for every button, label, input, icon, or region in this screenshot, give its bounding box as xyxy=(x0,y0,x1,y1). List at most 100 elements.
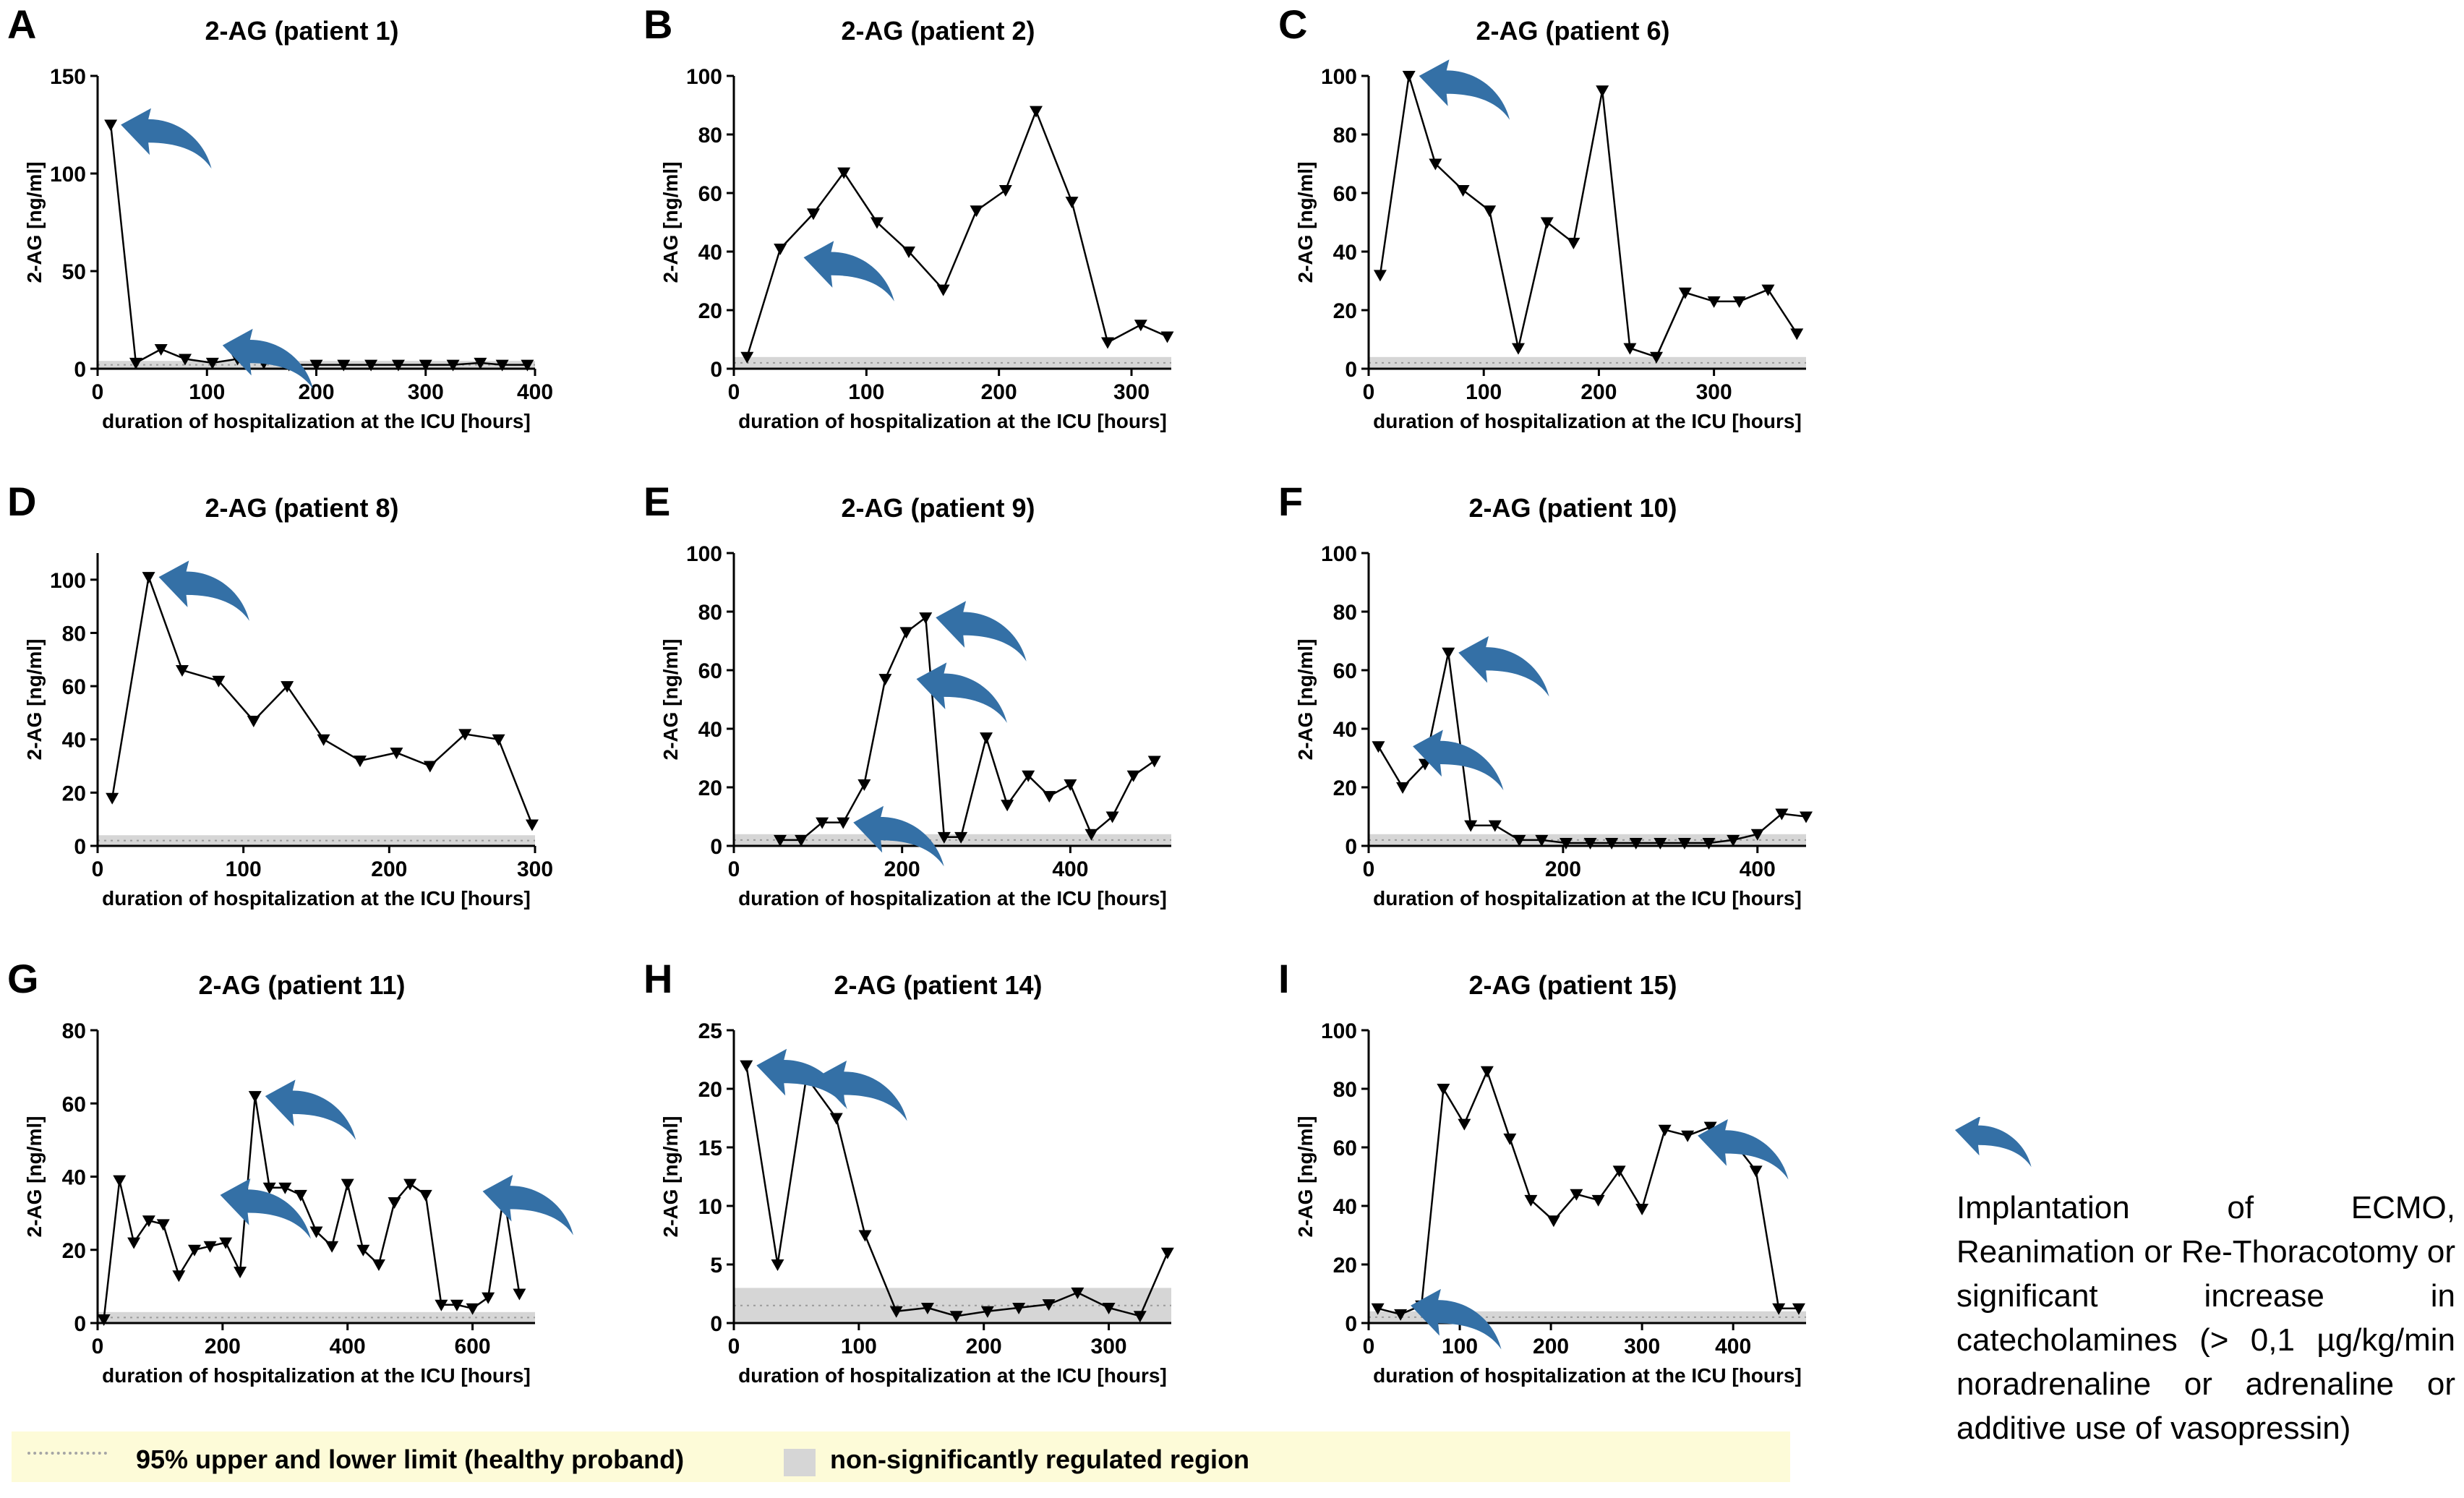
y-tick-label: 0 xyxy=(1345,835,1357,859)
x-tick-label: 300 xyxy=(408,380,444,404)
x-tick-label: 400 xyxy=(1740,857,1776,881)
data-point xyxy=(970,205,983,218)
data-point xyxy=(203,1241,217,1253)
data-point xyxy=(1085,829,1098,841)
y-tick-label: 20 xyxy=(62,1239,86,1263)
data-point xyxy=(1750,829,1764,841)
data-point xyxy=(936,284,950,296)
event-arrow-icon xyxy=(1955,1117,2032,1168)
data-point xyxy=(1629,837,1643,849)
data-point xyxy=(1792,1303,1805,1315)
series-line xyxy=(1377,1069,1799,1316)
data-point xyxy=(156,1219,170,1231)
y-tick-label: 60 xyxy=(62,1092,86,1116)
data-point xyxy=(980,732,993,745)
data-point xyxy=(179,354,192,366)
x-axis-label: duration of hospitalization at the ICU [… xyxy=(738,1364,1167,1387)
panel-label: I xyxy=(1278,956,1290,1001)
y-tick-label: 0 xyxy=(710,835,722,859)
x-tick-label: 200 xyxy=(1545,857,1581,881)
side-note-text: Implantation of ECMO, Reanimation or Re-… xyxy=(1956,1190,2455,1446)
data-point xyxy=(419,1189,432,1202)
data-point xyxy=(1456,184,1470,197)
data-point xyxy=(281,681,294,693)
y-tick-label: 20 xyxy=(698,299,722,323)
data-point xyxy=(419,359,432,372)
data-point xyxy=(388,1197,401,1209)
y-tick-label: 80 xyxy=(62,1019,86,1043)
panel-label: F xyxy=(1278,479,1303,524)
series-line xyxy=(745,1065,1168,1317)
x-tick-label: 100 xyxy=(226,857,262,881)
y-tick-label: 100 xyxy=(50,163,86,187)
data-point xyxy=(1658,1124,1672,1137)
data-point xyxy=(97,1314,111,1326)
data-point xyxy=(1503,1133,1517,1145)
y-tick-label: 60 xyxy=(62,675,86,699)
data-point xyxy=(1702,837,1716,849)
x-tick-label: 200 xyxy=(298,380,334,404)
data-point xyxy=(1650,351,1664,364)
y-tick-label: 60 xyxy=(1333,659,1357,683)
legend-dotted-label: 95% upper and lower limit (healthy proba… xyxy=(136,1444,685,1474)
y-tick-label: 40 xyxy=(62,1166,86,1190)
data-point xyxy=(1373,270,1387,282)
y-tick-label: 100 xyxy=(1321,65,1357,89)
x-tick-label: 0 xyxy=(1363,857,1375,881)
panel-label: A xyxy=(7,1,36,47)
data-point xyxy=(1623,343,1637,355)
y-tick-label: 150 xyxy=(50,65,86,89)
data-point xyxy=(219,1237,233,1249)
data-point xyxy=(1147,756,1161,768)
chart-title: 2-AG (patient 14) xyxy=(834,970,1042,1000)
data-point xyxy=(354,756,367,768)
data-point xyxy=(949,1311,963,1323)
data-point xyxy=(482,1292,495,1304)
data-point xyxy=(998,184,1012,197)
data-point xyxy=(1800,811,1813,823)
x-tick-label: 0 xyxy=(1363,380,1375,404)
x-tick-label: 200 xyxy=(1533,1335,1569,1358)
y-axis-label: 2-AG [ng/ml] xyxy=(23,639,46,761)
y-tick-label: 20 xyxy=(1333,776,1357,800)
x-tick-label: 0 xyxy=(1363,1335,1375,1358)
x-axis-label: duration of hospitalization at the ICU [… xyxy=(1373,1364,1802,1387)
x-axis-label: duration of hospitalization at the ICU [… xyxy=(1373,410,1802,432)
y-axis-label: 2-AG [ng/ml] xyxy=(23,1116,46,1238)
y-tick-label: 80 xyxy=(698,124,722,147)
data-point xyxy=(1547,1215,1560,1228)
data-point xyxy=(1160,331,1174,343)
panel-label: C xyxy=(1278,1,1307,47)
data-point xyxy=(1524,1194,1538,1207)
y-tick-label: 20 xyxy=(1333,299,1357,323)
data-point xyxy=(423,761,437,773)
non-significant-band xyxy=(1369,356,1806,369)
event-arrow-icon xyxy=(220,1178,311,1239)
x-tick-label: 200 xyxy=(884,857,920,881)
data-point xyxy=(1437,1084,1450,1095)
data-point xyxy=(154,344,168,356)
data-point xyxy=(1732,296,1746,308)
data-point xyxy=(889,1306,903,1318)
data-point xyxy=(104,119,118,132)
data-point xyxy=(372,1259,385,1271)
data-point xyxy=(740,351,754,364)
data-point xyxy=(816,817,829,829)
data-point xyxy=(1583,837,1597,849)
data-point xyxy=(870,217,884,229)
data-point xyxy=(248,1091,262,1103)
y-tick-label: 0 xyxy=(74,835,86,859)
data-point xyxy=(435,1299,448,1311)
data-point xyxy=(278,1182,292,1194)
x-tick-label: 100 xyxy=(1442,1335,1478,1358)
chart-panel-i: I 2-AG (patient 15) 0 20 40 60 80 100 0 100 200 300… xyxy=(1278,956,1806,1387)
data-point xyxy=(857,779,871,791)
data-point xyxy=(317,734,330,746)
data-point xyxy=(858,1230,872,1242)
data-point xyxy=(129,357,142,369)
non-significant-band xyxy=(98,835,535,846)
event-arrow-icon xyxy=(482,1174,573,1236)
data-point xyxy=(919,612,933,625)
data-point xyxy=(1402,71,1416,82)
